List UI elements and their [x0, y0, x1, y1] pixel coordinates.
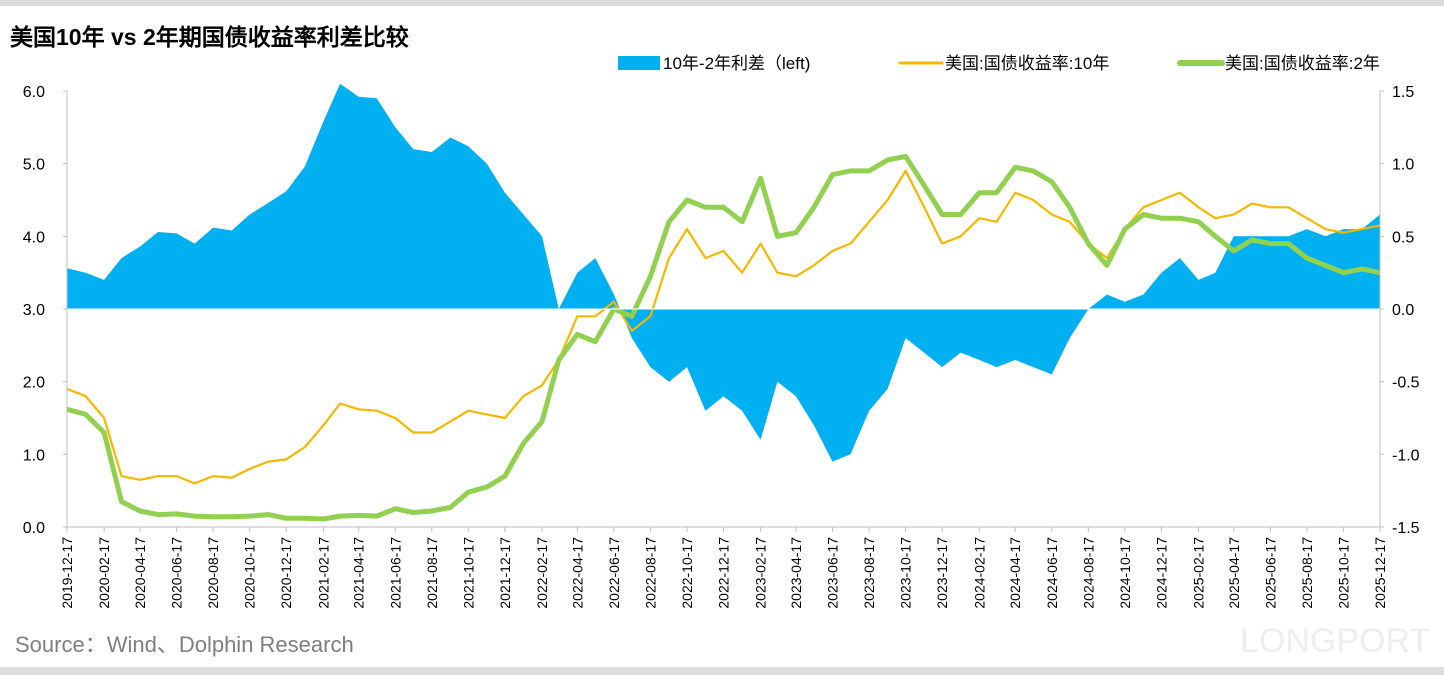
x-tick-label: 2021-06-17 [387, 537, 403, 609]
source-note: Source：Wind、Dolphin Research [15, 632, 354, 657]
x-tick-label: 2023-12-17 [934, 537, 950, 609]
x-tick-label: 2020-06-17 [169, 537, 185, 609]
left-tick-label: 6.0 [23, 84, 45, 101]
left-tick-label: 1.0 [23, 447, 45, 464]
x-tick-label: 2020-12-17 [278, 537, 294, 609]
legend-label: 美国:国债收益率:10年 [945, 54, 1109, 73]
legend-label: 10年-2年利差（left) [663, 54, 810, 73]
left-tick-label: 2.0 [23, 375, 45, 392]
x-tick-label: 2023-06-17 [825, 537, 841, 609]
plot-area [66, 83, 1381, 522]
right-tick-label: 0.5 [1392, 229, 1414, 246]
yield-2y-line [66, 153, 1381, 522]
x-tick-label: 2022-02-17 [534, 537, 550, 609]
left-tick-label: 5.0 [23, 157, 45, 174]
x-tick-label: 2023-04-17 [788, 537, 804, 609]
x-tick-label: 2019-12-17 [59, 537, 75, 609]
x-tick-label: 2025-08-17 [1299, 537, 1315, 609]
right-tick-label: -1.5 [1392, 520, 1420, 537]
x-tick-label: 2024-12-17 [1153, 537, 1169, 609]
axes: 0.0 1.0 2.0 3.0 4.0 5.0 6.0 -1.5 -1.0 -0.5 0.0 0.5 1… [23, 84, 1420, 609]
x-tick-label: 2022-12-17 [716, 537, 732, 609]
x-tick-label: 2022-08-17 [642, 537, 658, 609]
right-tick-label: -0.5 [1392, 375, 1420, 392]
legend: 10年-2年利差（left) 美国:国债收益率:10年 美国:国债收益率:2年 [618, 54, 1380, 73]
spread-area [67, 83, 1380, 462]
legend-item: 美国:国债收益率:2年 [1177, 54, 1380, 73]
chart-title: 美国10年 vs 2年期国债收益率利差比较 [10, 24, 409, 50]
x-tick-label: 2023-02-17 [753, 537, 769, 609]
left-tick-label: 3.0 [23, 302, 45, 319]
chart: 美国10年 vs 2年期国债收益率利差比较 10年-2年利差（left) 美国:国… [10, 24, 1430, 660]
longport-watermark: LONGPORT [1240, 622, 1430, 660]
legend-item: 10年-2年利差（left) [618, 54, 810, 73]
x-tick-label: 2020-04-17 [132, 537, 148, 609]
left-tick-label: 0.0 [23, 520, 45, 537]
x-tick-label: 2022-10-17 [679, 537, 695, 609]
x-tick-label: 2025-04-17 [1226, 537, 1242, 609]
x-tick-label: 2024-10-17 [1117, 537, 1133, 609]
legend-swatch-spread [618, 56, 660, 70]
x-tick-label: 2021-08-17 [424, 537, 440, 609]
right-tick-label: 0.0 [1392, 302, 1414, 319]
right-tick-label: 1.5 [1392, 84, 1414, 101]
x-tick-label: 2020-10-17 [242, 537, 258, 609]
x-tick-label: 2025-10-17 [1335, 537, 1351, 609]
x-tick-label: 2021-04-17 [351, 537, 367, 609]
x-tick-label: 2025-02-17 [1191, 537, 1207, 609]
x-tick-label: 2021-10-17 [460, 537, 476, 609]
right-tick-label: -1.0 [1392, 447, 1420, 464]
yield-10y-line [66, 169, 1381, 485]
x-tick-label: 2024-04-17 [1007, 537, 1023, 609]
x-tick-label: 2020-08-17 [205, 537, 221, 609]
x-tick-label: 2021-02-17 [315, 537, 331, 609]
x-tick-label: 2024-06-17 [1044, 537, 1060, 609]
legend-label: 美国:国债收益率:2年 [1225, 54, 1380, 73]
x-tick-label: 2022-06-17 [606, 537, 622, 609]
right-tick-label: 1.0 [1392, 157, 1414, 174]
x-tick-label: 2023-08-17 [861, 537, 877, 609]
x-tick-label: 2025-12-17 [1372, 537, 1388, 609]
x-tick-label: 2021-12-17 [497, 537, 513, 609]
x-tick-label: 2024-02-17 [971, 537, 987, 609]
x-tick-label: 2023-10-17 [898, 537, 914, 609]
left-tick-label: 4.0 [23, 229, 45, 246]
x-tick-label: 2020-02-17 [96, 537, 112, 609]
x-tick-label: 2022-04-17 [569, 537, 585, 609]
legend-item: 美国:国债收益率:10年 [898, 54, 1109, 73]
x-tick-label: 2024-08-17 [1080, 537, 1096, 609]
x-tick-label: 2025-06-17 [1262, 537, 1278, 609]
